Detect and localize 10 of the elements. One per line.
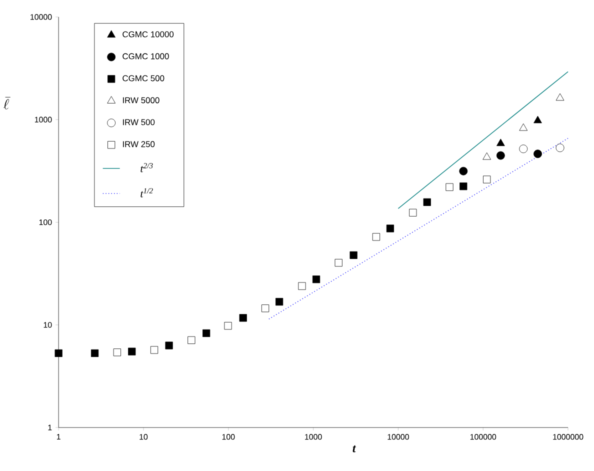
- legend-label: IRW 250: [122, 140, 155, 147]
- legend-label: CGMC 1000: [122, 53, 169, 60]
- x-axis-title: t: [352, 445, 356, 452]
- legend-label: t$^{2/3}$: [140, 162, 153, 172]
- legend-label: t$^{1/2}$: [140, 188, 153, 198]
- legend-label: IRW 5000: [122, 97, 160, 103]
- legend-label: CGMC 500: [122, 75, 164, 82]
- legend-label: CGMC 10000: [122, 31, 174, 38]
- y-axis-title: $\bar{\ell}$: [4, 96, 10, 110]
- legend-label: IRW 500: [122, 118, 155, 125]
